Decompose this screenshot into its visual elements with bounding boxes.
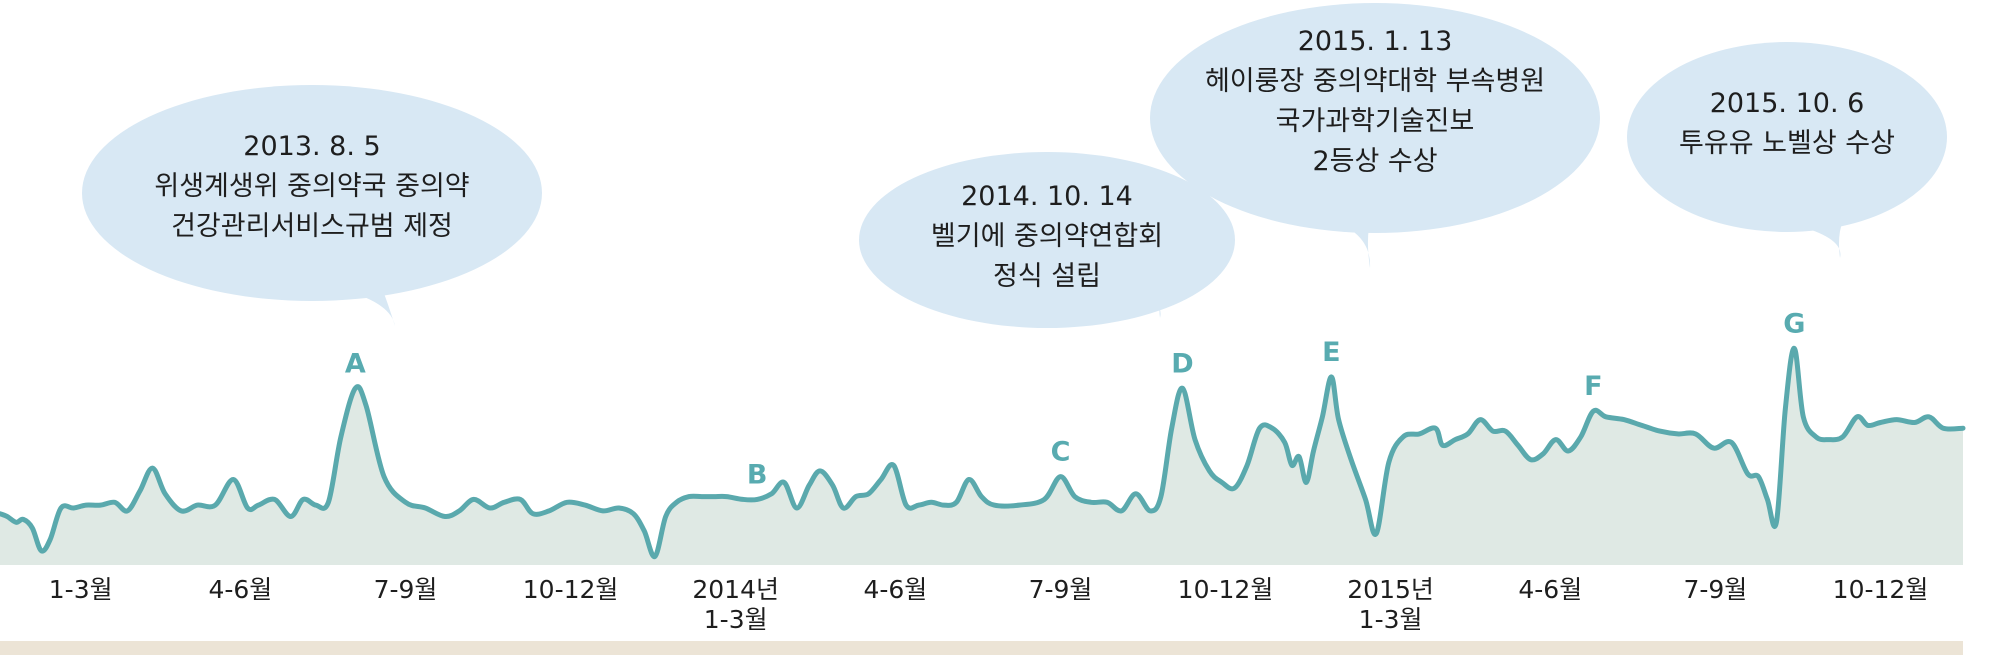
bubble-text-line: 2015. 1. 13 (1298, 26, 1453, 57)
footer-band (0, 641, 1963, 655)
x-tick-label: 1-3월 (49, 575, 113, 604)
bubble-text-line: 건강관리서비스규범 제정 (171, 211, 453, 242)
x-tick-label-line: 7-9월 (374, 575, 438, 604)
annotation-marker-g: G (1783, 308, 1805, 339)
bubble-text-line: 국가과학기술진보 (1276, 106, 1475, 137)
annotation-marker-b: B (747, 459, 768, 490)
x-tick-label-line: 4-6월 (863, 575, 927, 604)
bubble-text-line: 2등상 수상 (1312, 146, 1437, 177)
x-tick-label-line: 1-3월 (1359, 605, 1423, 634)
bubble-text-line: 헤이룽장 중의약대학 부속병원 (1205, 66, 1545, 97)
x-tick-label-line: 10-12월 (1833, 575, 1929, 604)
bubble-shape (82, 85, 542, 301)
x-tick-label: 7-9월 (1029, 575, 1093, 604)
x-tick-label-line: 10-12월 (523, 575, 619, 604)
bubble-tail (1130, 273, 1190, 318)
x-tick-label: 7-9월 (374, 575, 438, 604)
x-tick-label-line: 7-9월 (1029, 575, 1093, 604)
x-tick-label: 10-12월 (1178, 575, 1274, 604)
area-fill-layer (0, 345, 1966, 565)
x-tick-label-line: 4-6월 (208, 575, 272, 604)
annotation-marker-d: D (1171, 348, 1193, 379)
annotation-bubble-g: 2015. 10. 6 투유유 노벨상 수상 (1627, 42, 1947, 258)
bubble-text-line: 위생계생위 중의약국 중의약 (154, 171, 469, 202)
x-tick-label-line: 1-3월 (704, 605, 768, 634)
annotation-marker-c: C (1051, 437, 1071, 468)
x-tick-label: 4-6월 (863, 575, 927, 604)
series-line (0, 345, 1966, 560)
x-tick-label-line: 4-6월 (1518, 575, 1582, 604)
annotation-marker-a: A (345, 348, 366, 379)
bubble-shape (859, 152, 1235, 328)
bubble-tail (1325, 198, 1385, 268)
bubble-shape (1627, 42, 1947, 232)
x-tick-label: 10-12월 (523, 575, 619, 604)
x-tick-label-line: 2014년 (692, 575, 779, 604)
bubble-text-line: 2013. 8. 5 (243, 131, 380, 162)
x-tick-label: 4-6월 (208, 575, 272, 604)
x-tick-label-line: 2015년 (1347, 575, 1434, 604)
bubble-text-line: 벨기에 중의약연합회 (931, 221, 1163, 252)
bubble-text-line: 2015. 10. 6 (1710, 88, 1865, 119)
bubble-shape (1150, 3, 1600, 233)
x-tick-label-line: 1-3월 (49, 575, 113, 604)
bubble-text-line: 2014. 10. 14 (961, 181, 1133, 212)
annotation-markers: A B C D E F G (345, 308, 1806, 490)
x-tick-label-line: 10-12월 (1178, 575, 1274, 604)
x-tick-label-line: 7-9월 (1683, 575, 1747, 604)
bubble-tail (1795, 205, 1855, 258)
bubble-text-line: 정식 설립 (993, 261, 1101, 292)
x-tick-label: 10-12월 (1833, 575, 1929, 604)
x-tick-label: 4-6월 (1518, 575, 1582, 604)
annotation-marker-f: F (1584, 371, 1602, 402)
bubble-text-line: 투유유 노벨상 수상 (1679, 128, 1895, 159)
annotation-marker-e: E (1322, 337, 1340, 368)
x-tick-label: 7-9월 (1683, 575, 1747, 604)
area-fill (0, 348, 1963, 565)
bubble-tail (310, 263, 395, 326)
